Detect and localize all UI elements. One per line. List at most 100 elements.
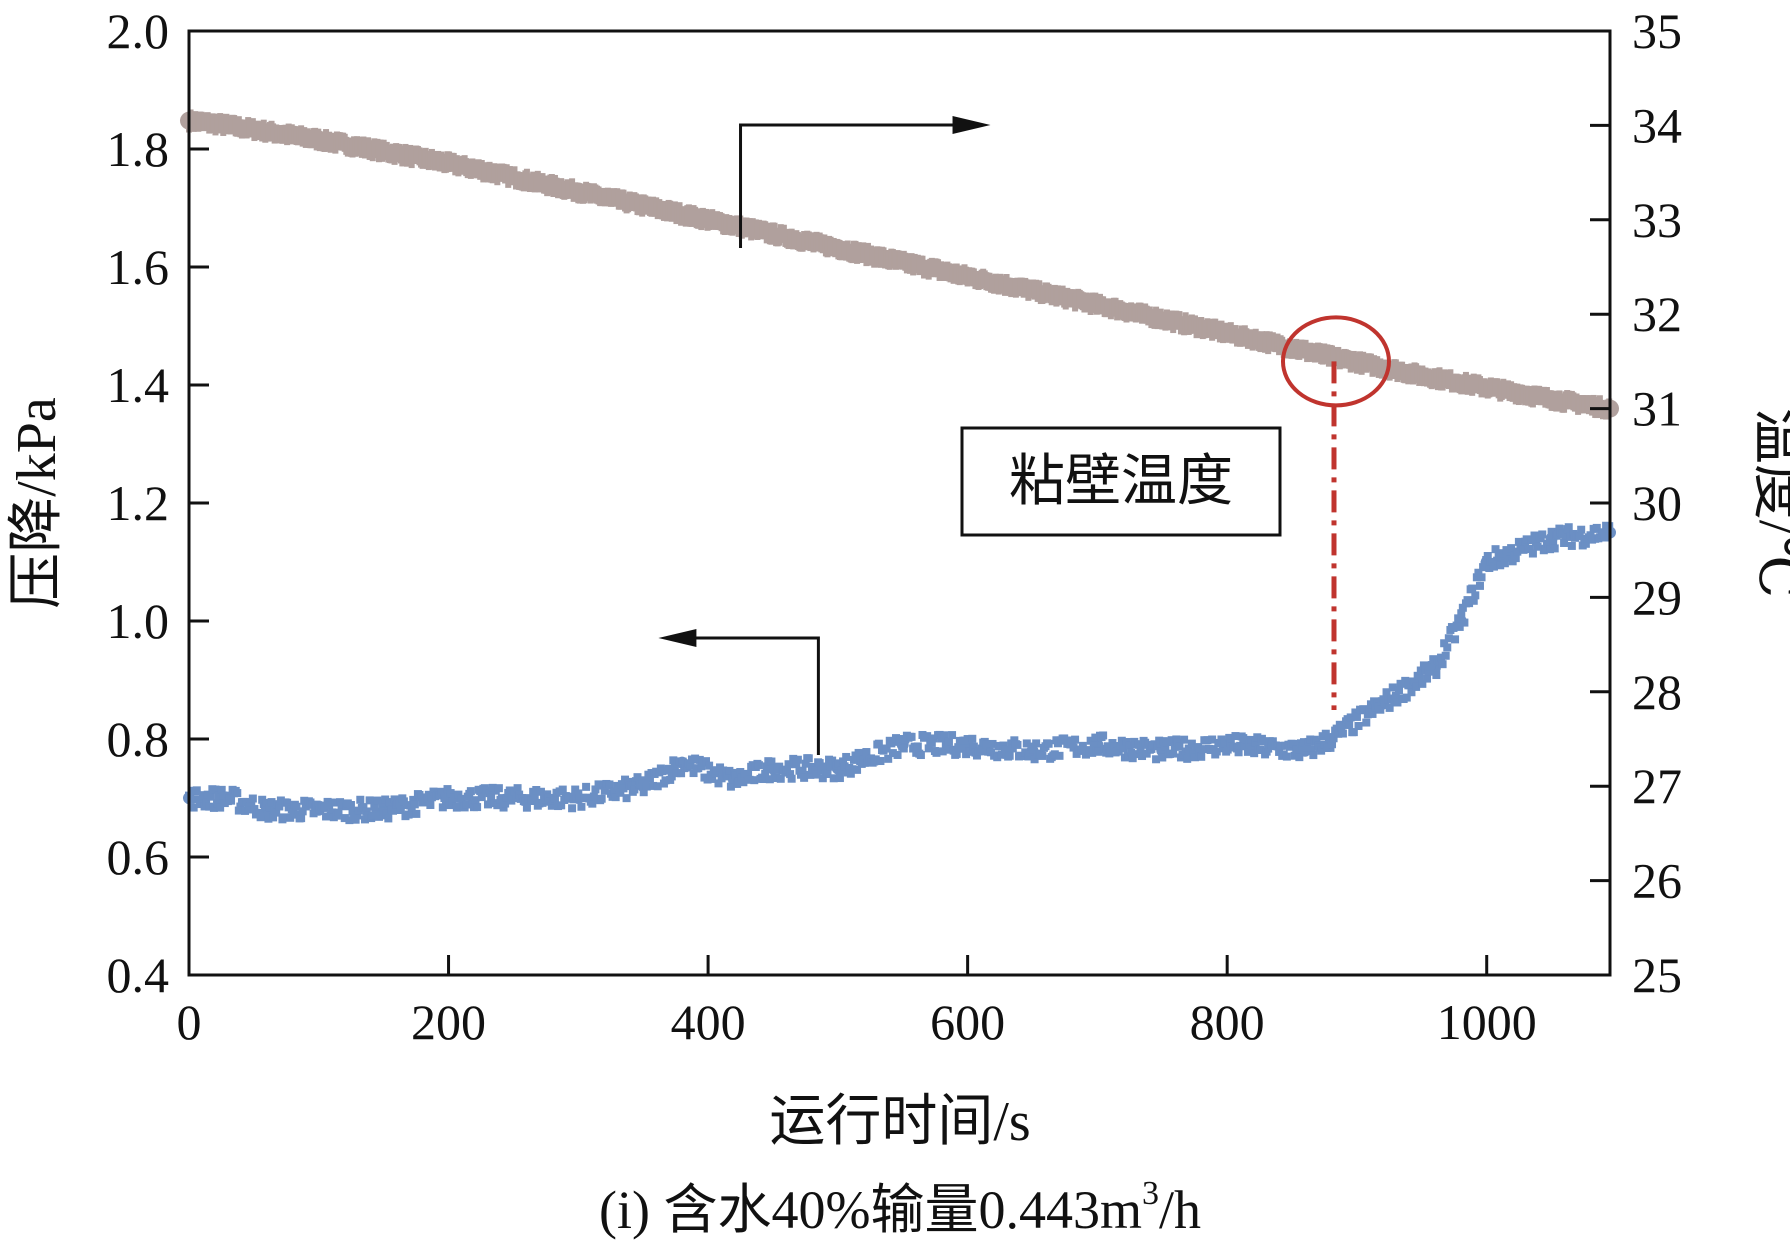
data-point — [952, 749, 961, 758]
data-point — [1382, 688, 1391, 697]
data-point — [1110, 742, 1119, 751]
data-point — [192, 786, 201, 795]
data-point — [728, 775, 737, 784]
data-point — [1136, 745, 1145, 754]
data-point — [1212, 747, 1221, 756]
data-point — [907, 732, 916, 741]
data-point — [1438, 660, 1447, 669]
data-point — [547, 801, 556, 810]
data-point — [649, 781, 658, 790]
y-right-tick-label: 34 — [1632, 97, 1682, 153]
data-point — [269, 813, 278, 822]
y-left-tick-label: 1.4 — [107, 357, 170, 413]
data-point — [837, 766, 846, 775]
data-point — [653, 782, 662, 791]
data-point — [1475, 581, 1484, 590]
data-point — [1415, 672, 1424, 681]
data-point — [1094, 747, 1103, 756]
data-point — [846, 769, 855, 778]
data-point — [1533, 542, 1542, 551]
data-point — [969, 742, 978, 751]
data-point — [923, 732, 932, 741]
data-point — [1592, 523, 1601, 532]
data-point — [1363, 710, 1372, 719]
series-temperature — [180, 109, 1619, 420]
data-point — [1127, 748, 1136, 757]
data-point — [272, 808, 281, 817]
y-left-tick-label: 0.6 — [107, 829, 170, 885]
data-point — [485, 789, 494, 798]
data-point — [457, 794, 466, 803]
data-point — [1167, 736, 1176, 745]
data-point — [1251, 738, 1260, 747]
data-point — [275, 802, 284, 811]
data-point — [346, 800, 355, 809]
y-left-tick-label: 2.0 — [107, 3, 170, 59]
data-point — [776, 774, 785, 783]
data-point — [1203, 736, 1212, 745]
data-point — [966, 747, 975, 756]
data-point — [702, 757, 711, 766]
data-point — [968, 734, 977, 743]
data-point — [853, 765, 862, 774]
data-point — [1334, 729, 1343, 738]
data-point — [1013, 740, 1022, 749]
data-point — [382, 809, 391, 818]
data-point — [798, 767, 807, 776]
data-point — [639, 788, 648, 797]
data-point — [1489, 562, 1498, 571]
data-point — [501, 799, 510, 808]
data-point — [1162, 738, 1171, 747]
data-point — [409, 795, 418, 804]
data-point — [835, 774, 844, 783]
data-point — [726, 782, 735, 791]
data-point — [1190, 753, 1199, 762]
data-point — [206, 792, 215, 801]
data-point — [1530, 531, 1539, 540]
y-right-tick-label: 25 — [1632, 947, 1682, 1003]
data-point — [1289, 739, 1298, 748]
data-point — [1503, 553, 1512, 562]
data-point — [1600, 533, 1609, 542]
data-point — [972, 751, 981, 760]
data-point — [786, 770, 795, 779]
data-point — [1465, 599, 1474, 608]
data-point — [708, 774, 717, 783]
data-point — [381, 795, 390, 804]
data-point — [267, 798, 276, 807]
data-point — [454, 790, 463, 799]
data-point — [1194, 743, 1203, 752]
data-point — [1418, 679, 1427, 688]
data-point — [1416, 666, 1425, 675]
data-point — [871, 755, 880, 764]
data-point — [262, 798, 271, 807]
x-tick-label: 1000 — [1437, 994, 1537, 1050]
data-point — [1161, 742, 1170, 751]
data-point — [1198, 745, 1207, 754]
data-point — [826, 762, 835, 771]
data-point — [686, 761, 695, 770]
data-point — [1472, 573, 1481, 582]
data-point — [1114, 746, 1123, 755]
data-point — [829, 774, 838, 783]
data-point — [1089, 741, 1098, 750]
data-point — [1469, 596, 1478, 605]
data-point — [1292, 745, 1301, 754]
data-point — [325, 801, 334, 810]
data-point — [1001, 745, 1010, 754]
data-point — [759, 775, 768, 784]
data-point — [1298, 742, 1307, 751]
data-point — [1474, 568, 1483, 577]
data-point — [1295, 753, 1304, 762]
y-left-tick-label: 1.8 — [107, 121, 170, 177]
data-point — [1173, 738, 1182, 747]
data-point — [1458, 603, 1467, 612]
data-point — [1021, 748, 1030, 757]
data-point — [373, 796, 382, 805]
y-right-tick-label: 26 — [1632, 853, 1682, 909]
data-point — [997, 750, 1006, 759]
data-point — [1259, 737, 1268, 746]
data-point — [1234, 748, 1243, 757]
data-point — [988, 739, 997, 748]
data-point — [1245, 740, 1254, 749]
